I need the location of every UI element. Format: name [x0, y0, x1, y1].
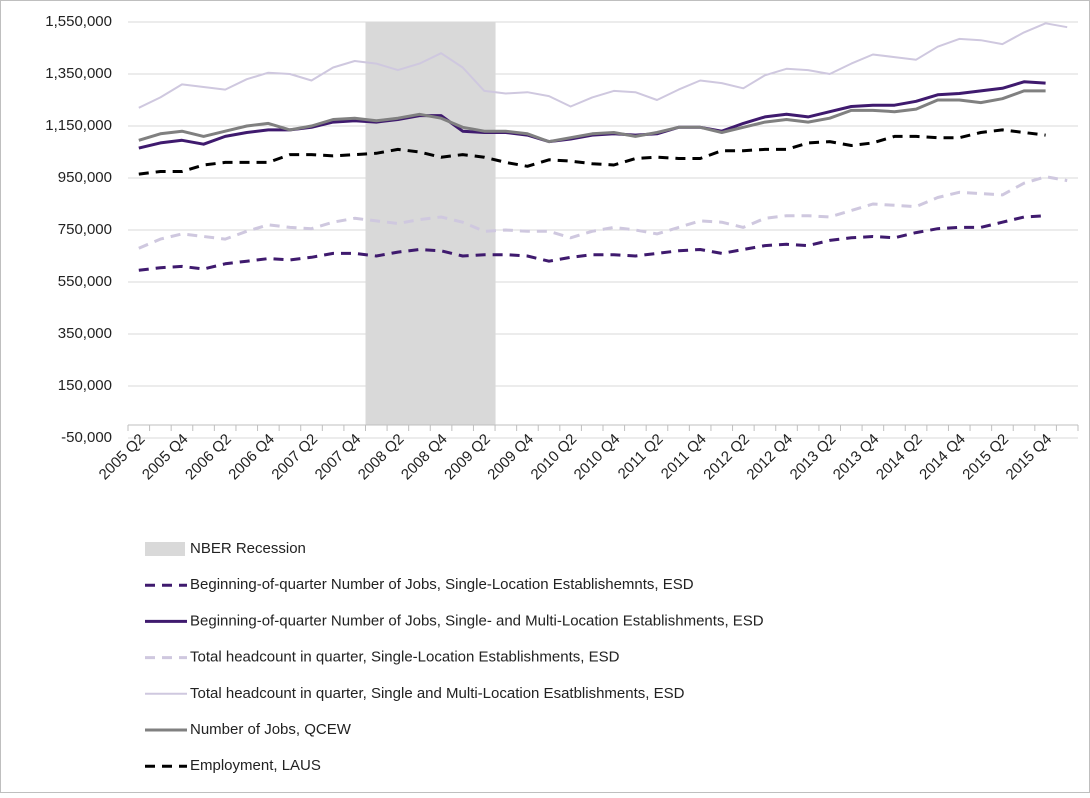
recession-bar	[408, 22, 431, 425]
y-tick-label: -50,000	[61, 429, 112, 446]
series-line	[138, 175, 1068, 250]
y-tick-label: 1,550,000	[45, 13, 112, 30]
y-tick-label: 1,150,000	[45, 117, 112, 134]
recession-bar	[473, 22, 496, 425]
legend-label: Total headcount in quarter, Single and M…	[190, 685, 685, 702]
y-tick-label: 350,000	[58, 325, 112, 342]
series-line	[138, 128, 1046, 176]
legend-label: Total headcount in quarter, Single-Locat…	[190, 649, 620, 666]
series-line	[138, 89, 1046, 144]
recession-bar	[387, 22, 410, 425]
legend-label: Beginning-of-quarter Number of Jobs, Sin…	[190, 576, 694, 593]
recession-bar	[430, 22, 453, 425]
y-tick-label: 550,000	[58, 273, 112, 290]
legend-swatch	[145, 542, 185, 556]
y-tick-label: 750,000	[58, 221, 112, 238]
legend-label: NBER Recession	[190, 540, 306, 557]
legend-label: Beginning-of-quarter Number of Jobs, Sin…	[190, 612, 764, 629]
recession-bar	[365, 22, 388, 425]
y-tick-label: 150,000	[58, 377, 112, 394]
series-line	[138, 22, 1068, 109]
legend-label: Employment, LAUS	[190, 757, 321, 774]
legend-label: Number of Jobs, QCEW	[190, 721, 352, 738]
y-tick-label: 1,350,000	[45, 65, 112, 82]
y-tick-label: 950,000	[58, 169, 112, 186]
